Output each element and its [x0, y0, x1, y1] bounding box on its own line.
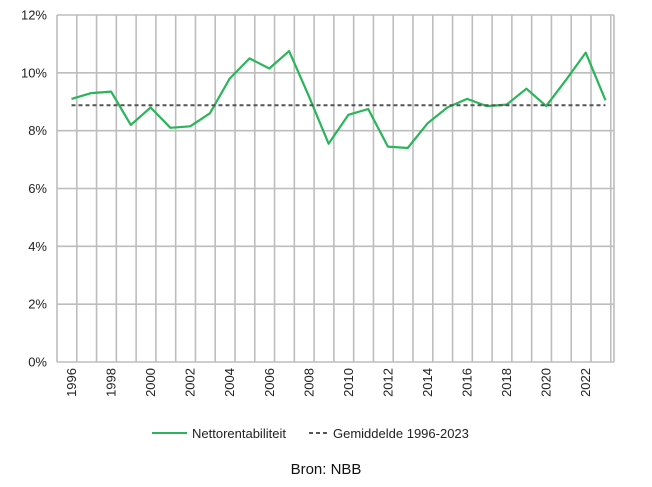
x-tick-label: 1996: [64, 368, 79, 397]
y-tick-label: 2%: [28, 297, 47, 312]
x-tick-label: 2012: [380, 368, 395, 397]
legend-label-series-1: Gemiddelde 1996-2023: [333, 426, 469, 441]
x-tick-label: 2022: [578, 368, 593, 397]
series-line-nettorentabiliteit: [71, 49, 607, 150]
y-axis-ticks: 0% 2% 4% 6% 8% 10% 12%: [21, 8, 47, 370]
x-tick-label: 2010: [341, 368, 356, 397]
y-tick-label: 12%: [21, 8, 47, 23]
x-tick-label: 2018: [499, 368, 514, 397]
x-tick-label: 2008: [301, 368, 316, 397]
y-tick-label: 4%: [28, 239, 47, 254]
series-lines: [71, 49, 607, 150]
y-tick-label: 0%: [28, 355, 47, 370]
x-tick-label: 2020: [539, 368, 554, 397]
x-axis-ticks: 1996 1998 2000 2002 2004 2006 2008 2010 2012 2014…: [64, 368, 593, 397]
x-tick-label: 2000: [143, 368, 158, 397]
legend-label-series-0: Nettorentabiliteit: [192, 426, 286, 441]
x-tick-label: 2016: [460, 368, 475, 397]
x-tick-label: 2002: [183, 368, 198, 397]
legend: Nettorentabiliteit Gemiddelde 1996-2023: [152, 426, 469, 441]
x-tick-label: 2006: [262, 368, 277, 397]
x-tick-label: 2014: [420, 368, 435, 397]
x-tick-label: 2004: [222, 368, 237, 397]
y-tick-label: 6%: [28, 181, 47, 196]
y-tick-label: 8%: [28, 123, 47, 138]
x-tick-label: 1998: [104, 368, 119, 397]
source-note: Bron: NBB: [291, 461, 362, 478]
y-tick-label: 10%: [21, 65, 47, 80]
gridlines: [56, 14, 615, 363]
